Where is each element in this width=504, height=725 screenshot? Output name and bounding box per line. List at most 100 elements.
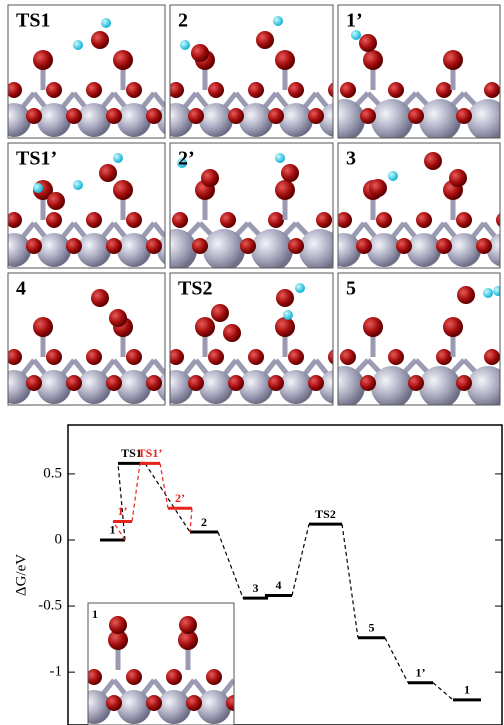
al-atom (199, 103, 233, 137)
bond (152, 221, 165, 241)
o-atom (99, 164, 117, 182)
connector (291, 523, 310, 596)
o-atom (188, 108, 204, 124)
o-atom (443, 317, 463, 337)
o-atom (146, 238, 162, 254)
o-atom (496, 213, 500, 227)
connector (117, 463, 126, 541)
connector (189, 508, 193, 533)
o-atom (126, 82, 142, 98)
o-atom (276, 289, 294, 307)
o-atom (8, 212, 22, 228)
o-atom (240, 238, 256, 254)
o-atom (208, 349, 224, 365)
panel-label: TS2 (178, 278, 212, 300)
o-atom (308, 108, 324, 124)
bond (232, 680, 234, 685)
h-atom (73, 40, 83, 50)
o-atom (360, 108, 376, 124)
o-atom (275, 180, 295, 200)
o-atom (436, 349, 452, 365)
structure-panels: TS1 2 1’ TS1’ 2’ 3 4 TS2 5 (7, 4, 501, 406)
o-atom (106, 695, 122, 711)
o-atom (195, 317, 215, 337)
o-atom (192, 238, 208, 254)
o-atom (201, 169, 219, 187)
inset-frame (87, 602, 235, 725)
o-atom (166, 669, 182, 685)
o-atom (359, 34, 377, 52)
o-atom (126, 212, 142, 228)
level-label: 5 (369, 621, 375, 635)
h-atom (275, 153, 285, 163)
o-atom (449, 169, 467, 187)
al-atom (8, 233, 31, 267)
level-label: 1’ (118, 504, 128, 518)
h-atom (295, 283, 305, 293)
panel (8, 273, 165, 405)
connector (432, 682, 454, 701)
inset: 1 (87, 602, 235, 725)
al-atom (117, 690, 151, 724)
o-atom (484, 349, 500, 365)
bond (152, 358, 165, 378)
o-atom (47, 192, 65, 210)
y-tick-label: 0 (55, 531, 63, 547)
al-atom (239, 370, 273, 404)
o-atom (146, 375, 162, 391)
panel (8, 143, 165, 268)
y-tick-label: -1 (50, 664, 63, 680)
o-atom (288, 238, 304, 254)
o-atom (126, 669, 142, 685)
panel (8, 5, 165, 138)
o-atom (456, 375, 472, 391)
o-atom (26, 375, 42, 391)
y-tick-label: 0.5 (43, 465, 62, 481)
o-atom (328, 82, 333, 98)
o-atom (106, 238, 122, 254)
o-atom (363, 50, 383, 70)
al-atom (157, 690, 191, 724)
panel-frame (169, 272, 334, 406)
o-atom (456, 108, 472, 124)
o-atom (191, 44, 209, 62)
panel (170, 273, 333, 405)
al-atom (117, 103, 151, 137)
al-atom (299, 229, 333, 268)
al-atom (170, 103, 193, 137)
al-atom (117, 370, 151, 404)
o-atom (33, 317, 53, 337)
o-atom (281, 164, 299, 182)
o-atom (223, 324, 241, 342)
panel-frame (7, 272, 166, 406)
connector (159, 463, 169, 509)
o-atom (109, 616, 127, 634)
connector (112, 521, 126, 541)
o-atom (340, 349, 356, 365)
al-atom (37, 103, 71, 137)
o-atom (408, 108, 424, 124)
al-atom (239, 103, 273, 137)
connector (341, 524, 359, 638)
o-atom (376, 212, 392, 228)
o-atom (86, 82, 102, 98)
o-atom (484, 82, 500, 98)
o-atom (86, 349, 102, 365)
level-label: 2 (201, 515, 207, 529)
o-atom (369, 179, 387, 197)
o-atom (275, 317, 295, 337)
panel-frame (7, 4, 166, 139)
o-atom (26, 238, 42, 254)
o-atom (211, 304, 229, 322)
o-atom (248, 349, 264, 365)
panel-label: 2 (178, 10, 188, 32)
al-atom (447, 233, 481, 267)
panel (170, 5, 333, 138)
level-label: 1’ (416, 665, 426, 679)
o-atom (228, 375, 244, 391)
o-atom (220, 212, 236, 228)
panel-frame (337, 4, 501, 139)
bond (482, 221, 500, 248)
o-atom (170, 82, 184, 98)
